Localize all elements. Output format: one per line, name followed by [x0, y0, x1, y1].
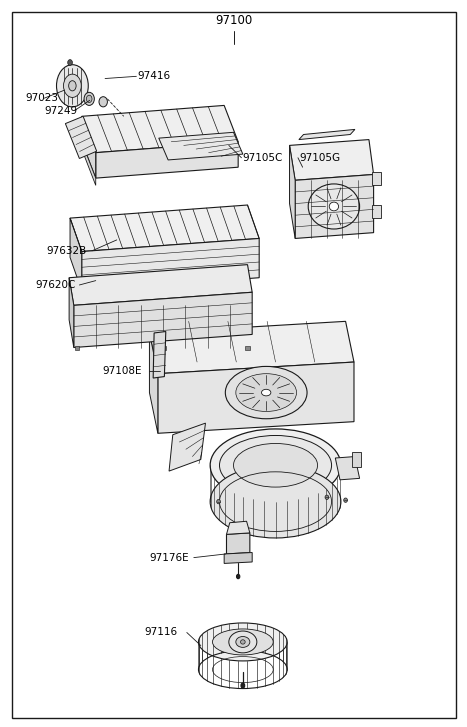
Ellipse shape [69, 81, 76, 91]
Ellipse shape [241, 683, 245, 688]
Bar [372, 205, 381, 218]
Polygon shape [82, 105, 238, 153]
Ellipse shape [84, 92, 94, 105]
Ellipse shape [219, 435, 332, 495]
Polygon shape [169, 423, 205, 471]
Polygon shape [149, 333, 158, 433]
Ellipse shape [241, 640, 245, 644]
Ellipse shape [237, 574, 240, 579]
Text: 97108E: 97108E [103, 366, 142, 376]
Bar [352, 452, 361, 467]
Polygon shape [82, 116, 96, 178]
Ellipse shape [57, 65, 88, 107]
Polygon shape [82, 238, 259, 291]
Ellipse shape [210, 429, 341, 502]
Polygon shape [65, 116, 97, 158]
Bar [245, 346, 250, 350]
Polygon shape [82, 142, 96, 185]
Ellipse shape [325, 495, 329, 499]
Ellipse shape [329, 202, 339, 211]
Ellipse shape [210, 465, 341, 538]
Bar [372, 172, 381, 185]
Polygon shape [299, 129, 355, 140]
Polygon shape [295, 174, 374, 238]
Polygon shape [290, 140, 374, 180]
Polygon shape [69, 265, 252, 305]
Text: 97023: 97023 [26, 93, 59, 103]
Text: 97249: 97249 [44, 105, 78, 116]
Text: 97632B: 97632B [47, 246, 87, 256]
Text: 97105G: 97105G [299, 153, 340, 163]
Ellipse shape [212, 629, 273, 655]
Polygon shape [159, 132, 243, 160]
Polygon shape [74, 292, 252, 348]
Ellipse shape [64, 74, 81, 97]
Ellipse shape [217, 499, 220, 504]
Polygon shape [70, 218, 82, 291]
Text: 97116: 97116 [145, 627, 178, 638]
Text: 97416: 97416 [138, 71, 171, 81]
Ellipse shape [234, 443, 318, 487]
Ellipse shape [68, 60, 72, 65]
Polygon shape [149, 321, 354, 374]
Ellipse shape [344, 498, 347, 502]
Polygon shape [226, 521, 250, 534]
Polygon shape [96, 142, 238, 178]
Ellipse shape [198, 623, 287, 661]
Polygon shape [226, 533, 250, 554]
Ellipse shape [99, 97, 107, 107]
Polygon shape [153, 332, 166, 378]
Ellipse shape [236, 637, 250, 647]
Ellipse shape [229, 631, 257, 653]
Polygon shape [70, 205, 259, 252]
Ellipse shape [262, 390, 271, 395]
Text: 97620C: 97620C [35, 280, 75, 290]
Polygon shape [69, 278, 74, 348]
Bar [161, 346, 166, 350]
Polygon shape [224, 553, 252, 563]
Text: 97100: 97100 [215, 14, 252, 27]
Polygon shape [290, 145, 295, 238]
Ellipse shape [308, 184, 360, 229]
Bar [75, 346, 79, 350]
Text: 97105C: 97105C [243, 153, 283, 163]
Text: 97176E: 97176E [149, 553, 189, 563]
Ellipse shape [236, 374, 297, 411]
Ellipse shape [86, 95, 92, 103]
Polygon shape [158, 362, 354, 433]
Polygon shape [335, 457, 360, 480]
Ellipse shape [225, 366, 307, 419]
